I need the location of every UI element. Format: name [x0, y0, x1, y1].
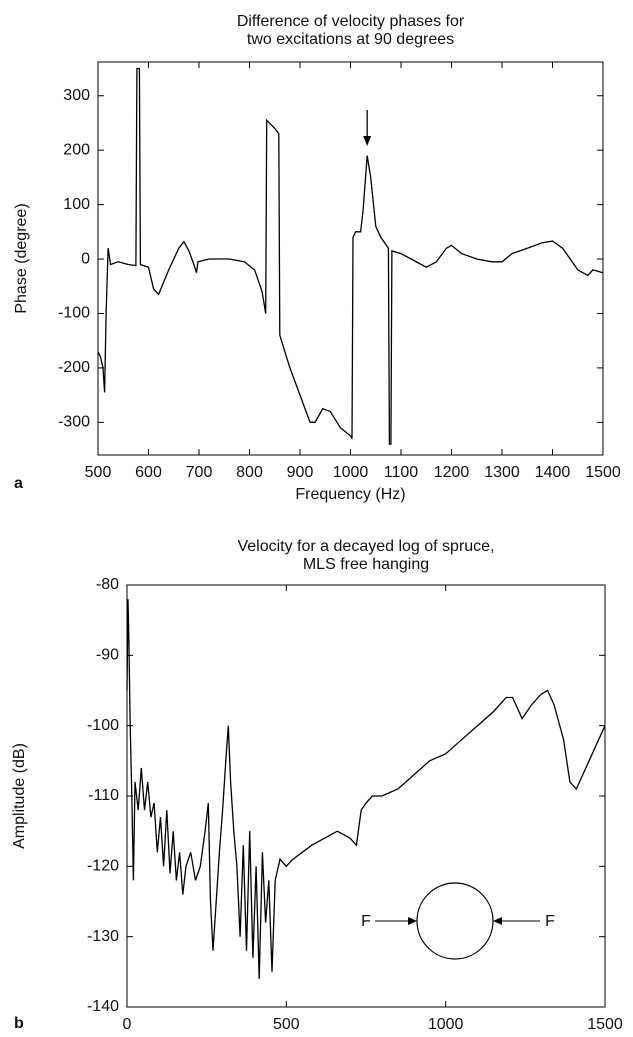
chart-title: MLS free hanging	[303, 556, 429, 573]
x-tick-label: 600	[135, 464, 162, 481]
x-tick-label: 1000	[428, 1016, 464, 1032]
annotation: F	[361, 913, 371, 930]
chart-title: two excitations at 90 degrees	[247, 31, 454, 48]
panel-label: b	[14, 1015, 24, 1032]
annotation: F	[545, 913, 555, 930]
chart-title: Velocity for a decayed log of spruce,	[237, 538, 494, 555]
x-tick-label: 1300	[484, 464, 520, 481]
data-line	[97, 67, 604, 445]
y-tick-label: 200	[63, 141, 90, 158]
x-tick-label: 500	[85, 464, 112, 481]
y-tick-label: 100	[63, 196, 90, 213]
y-tick-label: -100	[58, 305, 90, 322]
y-tick-label: -130	[87, 928, 119, 945]
x-tick-label: 1500	[587, 1016, 623, 1032]
x-tick-label: 1500	[585, 464, 621, 481]
y-tick-label: -300	[58, 414, 90, 431]
y-tick-label: 0	[81, 250, 90, 267]
chart-title: Difference of velocity phases for	[237, 13, 465, 30]
x-tick-label: 1400	[535, 464, 571, 481]
plot-frame	[126, 584, 606, 1008]
y-tick-label: 300	[63, 87, 90, 104]
y-axis-label: Phase (degree)	[13, 203, 30, 313]
x-tick-label: 1000	[333, 464, 369, 481]
y-tick-label: -110	[88, 787, 119, 804]
force-arrow-head	[493, 917, 502, 925]
y-tick-label: -200	[58, 359, 90, 376]
inset-circle	[416, 882, 494, 960]
y-tick-label: -80	[96, 576, 119, 593]
x-axis-label: Frequency (Hz)	[295, 486, 405, 503]
y-tick-label: -120	[87, 858, 119, 875]
x-tick-label: 800	[236, 464, 263, 481]
y-tick-label: -100	[87, 717, 119, 734]
force-arrow-head	[408, 917, 417, 925]
y-tick-label: -140	[87, 998, 119, 1015]
x-tick-label: 1100	[384, 464, 419, 481]
x-tick-label: 0	[123, 1016, 132, 1032]
x-tick-label: 700	[186, 464, 213, 481]
x-tick-label: 900	[287, 464, 314, 481]
panel-label: a	[14, 475, 23, 492]
y-axis-label: Amplitude (dB)	[11, 743, 28, 849]
data-line	[126, 599, 606, 979]
arrow-head	[363, 136, 372, 146]
x-tick-label: 1200	[434, 464, 470, 481]
y-tick-label: -90	[96, 647, 119, 664]
x-tick-label: 500	[273, 1016, 300, 1032]
